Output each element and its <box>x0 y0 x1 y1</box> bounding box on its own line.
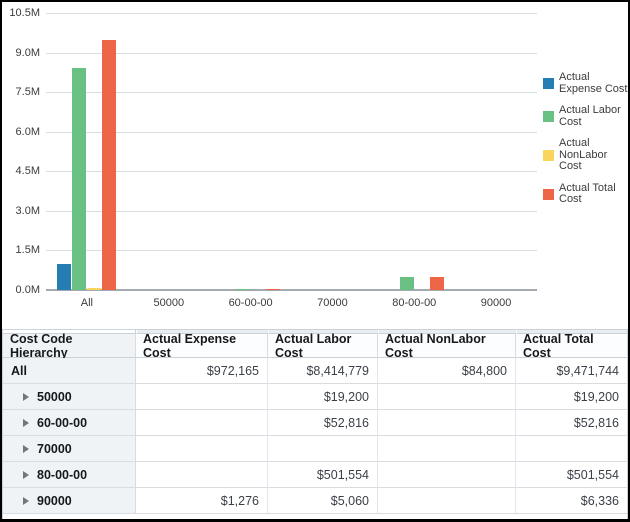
x-category-label: 60-00-00 <box>228 297 273 309</box>
data-cell[interactable]: $501,554 <box>516 462 627 488</box>
legend-label: Actual Expense Cost <box>559 71 628 95</box>
y-tick-label: 1.5M <box>15 244 40 257</box>
x-category-label: 50000 <box>153 297 185 309</box>
bar-actual-expense-cost-all[interactable] <box>57 264 72 290</box>
y-tick-label: 7.5M <box>15 86 40 99</box>
data-cell[interactable]: $501,554 <box>268 462 378 488</box>
x-category-label: All <box>80 297 93 309</box>
data-cell[interactable] <box>378 488 516 514</box>
legend-label: Actual Labor Cost <box>559 104 621 128</box>
row-label: 90000 <box>37 493 72 508</box>
row-header-50000[interactable]: 50000 <box>3 384 136 410</box>
column-header-actual-nonlabor-cost[interactable]: Actual NonLabor Cost <box>378 332 516 360</box>
cost-code-pivot-table: Cost Code Hierarchy Actual Expense Cost Ac… <box>2 329 628 519</box>
data-cell[interactable] <box>378 436 516 462</box>
column-header-cost-code-hierarchy[interactable]: Cost Code Hierarchy <box>3 332 136 360</box>
row-header-90000[interactable]: 90000 <box>3 488 136 514</box>
legend-marker-icon <box>543 149 554 161</box>
data-cell[interactable]: $52,816 <box>268 410 378 436</box>
legend-marker-icon <box>543 188 554 200</box>
y-tick-label: 0.0M <box>15 284 40 296</box>
expand-triangle-icon[interactable] <box>23 470 29 479</box>
partial-row <box>3 514 627 519</box>
row-header-all[interactable]: All <box>3 358 136 384</box>
column-header-actual-expense-cost[interactable]: Actual Expense Cost <box>136 332 268 360</box>
bar-actual-labor-cost-all[interactable] <box>72 68 87 290</box>
data-cell[interactable]: $19,200 <box>268 384 378 410</box>
data-cell[interactable] <box>136 436 268 462</box>
data-cell[interactable] <box>136 410 268 436</box>
bar-actual-total-cost-60-00-00[interactable] <box>266 288 281 290</box>
x-category-label: 80-00-00 <box>392 297 437 309</box>
legend-item-actual-total-cost[interactable]: Actual Total Cost <box>543 181 628 206</box>
data-cell[interactable]: $972,165 <box>136 358 268 384</box>
row-label: 50000 <box>37 389 72 404</box>
data-cell[interactable] <box>268 436 378 462</box>
row-header-60-00-00[interactable]: 60-00-00 <box>3 410 136 436</box>
x-category-label: 70000 <box>317 297 348 309</box>
y-tick-label: 10.5M <box>9 7 40 19</box>
expand-triangle-icon[interactable] <box>23 444 29 453</box>
gridline <box>46 171 537 173</box>
data-cell[interactable]: $52,816 <box>516 410 627 436</box>
expand-triangle-icon[interactable] <box>23 418 29 427</box>
bar-actual-total-cost-all[interactable] <box>102 40 117 290</box>
row-header-70000[interactable]: 70000 <box>3 436 136 462</box>
data-cell[interactable]: $84,800 <box>378 358 516 384</box>
data-cell[interactable]: $19,200 <box>516 384 627 410</box>
pivot-corner-cell <box>3 330 136 334</box>
bar-actual-nonlabor-cost-all[interactable] <box>87 287 102 290</box>
gridline <box>46 92 537 94</box>
row-label: All <box>11 363 27 378</box>
row-label: 60-00-00 <box>37 415 88 430</box>
legend-item-actual-nonlabor-cost[interactable]: Actual NonLabor Cost <box>543 137 628 173</box>
pivot-top-strip-cell <box>268 330 378 334</box>
row-label: 70000 <box>37 441 72 456</box>
x-category-label: 90000 <box>480 297 512 309</box>
data-cell[interactable] <box>516 436 627 462</box>
chart-legend: Actual Expense Cost Actual Labor Cost Actu… <box>543 71 628 216</box>
pivot-top-strip-cell <box>136 330 268 334</box>
data-cell[interactable] <box>136 384 268 410</box>
data-cell[interactable] <box>136 462 268 488</box>
data-cell[interactable]: $9,471,744 <box>516 358 627 384</box>
legend-label: Actual NonLabor Cost <box>559 137 608 172</box>
pivot-top-strip-cell <box>378 330 516 334</box>
legend-item-actual-expense-cost[interactable]: Actual Expense Cost <box>543 71 628 95</box>
pivot-top-strip-cell <box>516 330 627 334</box>
column-header-actual-labor-cost[interactable]: Actual Labor Cost <box>268 332 378 360</box>
y-tick-label: 9.0M <box>15 46 40 59</box>
legend-label: Actual Total Cost <box>559 181 616 205</box>
gridline <box>46 210 537 212</box>
expand-triangle-icon[interactable] <box>23 496 29 505</box>
data-cell[interactable]: $5,060 <box>268 488 378 514</box>
legend-marker-icon <box>543 111 554 122</box>
y-tick-label: 6.0M <box>15 125 40 138</box>
gridline <box>46 13 537 14</box>
data-cell[interactable]: $1,276 <box>136 488 268 514</box>
legend-item-actual-labor-cost[interactable]: Actual Labor Cost <box>543 104 628 128</box>
data-cell[interactable] <box>378 462 516 488</box>
data-cell[interactable] <box>378 384 516 410</box>
data-cell[interactable]: $6,336 <box>516 488 627 514</box>
y-tick-label: 4.5M <box>15 165 40 178</box>
data-cell[interactable]: $8,414,779 <box>268 358 378 384</box>
expand-triangle-icon[interactable] <box>23 392 29 401</box>
gridline <box>46 250 537 252</box>
column-header-actual-total-cost[interactable]: Actual Total Cost <box>516 332 627 360</box>
y-tick-label: 3.0M <box>15 204 40 217</box>
bar-actual-labor-cost-80-00-00[interactable] <box>399 276 414 290</box>
row-header-80-00-00[interactable]: 80-00-00 <box>3 462 136 488</box>
bar-actual-labor-cost-60-00-00[interactable] <box>236 288 251 290</box>
bar-actual-total-cost-80-00-00[interactable] <box>429 276 444 290</box>
gridline <box>46 131 537 133</box>
row-label: 80-00-00 <box>37 467 88 482</box>
data-cell[interactable] <box>378 410 516 436</box>
x-axis-line <box>46 289 537 291</box>
legend-marker-icon <box>543 78 554 89</box>
gridline <box>46 52 537 54</box>
